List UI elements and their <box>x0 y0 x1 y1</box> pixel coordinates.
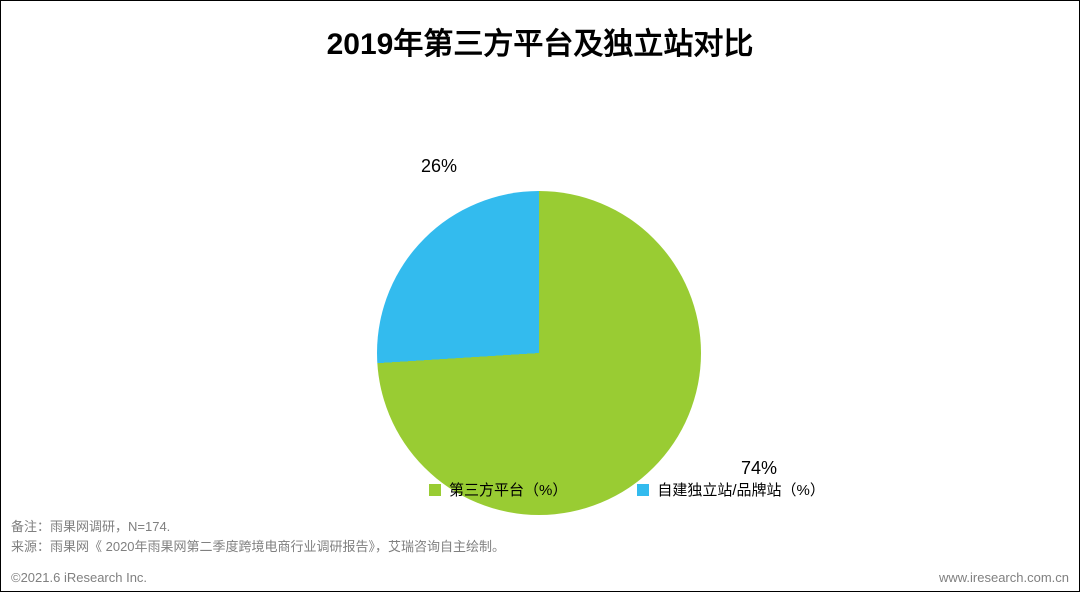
footer-right: www.iresearch.com.cn <box>939 570 1069 585</box>
legend-swatch-1 <box>637 484 649 496</box>
legend-text-0: 第三方平台（%） <box>449 479 567 500</box>
legend: 第三方平台（%） 自建独立站/品牌站（%） <box>429 479 825 500</box>
notes: 备注：雨果网调研，N=174. 来源：雨果网《 2020年雨果网第二季度跨境电商… <box>11 517 505 556</box>
data-label-1: 26% <box>421 156 457 177</box>
pie-chart <box>377 191 701 515</box>
note-line-1: 备注：雨果网调研，N=174. <box>11 517 505 537</box>
chart-title: 2019年第三方平台及独立站对比 <box>1 1 1079 63</box>
note-line-2: 来源：雨果网《 2020年雨果网第二季度跨境电商行业调研报告》，艾瑞咨询自主绘制… <box>11 537 505 557</box>
legend-swatch-0 <box>429 484 441 496</box>
legend-text-1: 自建独立站/品牌站（%） <box>657 479 825 500</box>
legend-item-0: 第三方平台（%） <box>429 479 567 500</box>
footer-left: ©2021.6 iResearch Inc. <box>11 570 147 585</box>
data-label-0: 74% <box>741 458 777 479</box>
legend-item-1: 自建独立站/品牌站（%） <box>637 479 825 500</box>
footer: ©2021.6 iResearch Inc. www.iresearch.com… <box>11 570 1069 585</box>
chart-container: 2019年第三方平台及独立站对比 74% 26% 第三方平台（%） 自建独立站/… <box>0 0 1080 592</box>
pie-slices <box>377 191 701 515</box>
